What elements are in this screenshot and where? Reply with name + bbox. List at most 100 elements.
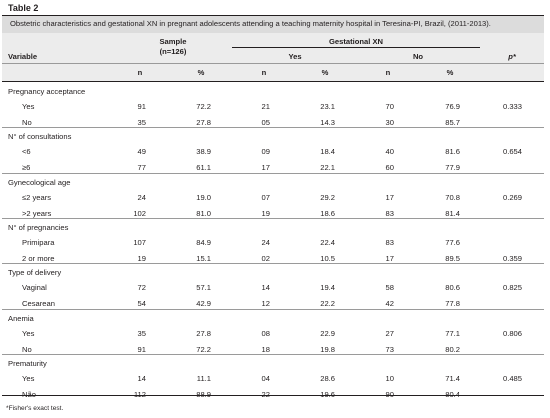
row-label: Yes	[22, 328, 35, 338]
cell-yes-n: 09	[261, 147, 270, 157]
section-title: Pregnancy acceptance	[8, 87, 86, 96]
cell-yes-n: 22	[261, 389, 270, 399]
cell-sample-n: 77	[137, 163, 146, 173]
cell-sample-n: 91	[137, 102, 146, 111]
row-label: Vaginal	[22, 283, 47, 293]
cell-yes-pct: 19.4	[320, 283, 335, 293]
section-title: N° of pregnancies	[8, 222, 69, 232]
cell-yes-pct: 22.1	[320, 163, 335, 173]
cell-yes-pct: 28.6	[320, 373, 335, 383]
section-title: Anemia	[8, 313, 34, 323]
row-label: No	[22, 344, 32, 354]
cell-yes-pct: 18.4	[320, 147, 335, 157]
cell-yes-n: 14	[261, 283, 270, 293]
cell-no-n: 83	[385, 208, 394, 218]
cell-yes-n: 21	[261, 102, 270, 111]
cell-no-pct: 77.6	[445, 237, 460, 247]
cell-sample-pct: 42.9	[196, 299, 211, 309]
cell-yes-n: 02	[261, 253, 270, 263]
cell-no-n: 27	[385, 328, 394, 338]
cell-yes-n: 07	[261, 192, 270, 202]
section-divider	[2, 308, 544, 310]
cell-no-pct: 77.8	[445, 299, 460, 309]
cell-yes-pct: 23.1	[320, 102, 335, 111]
cell-yes-n: 12	[261, 299, 270, 309]
cell-p-value: 0.359	[502, 253, 522, 263]
header-variable: Variable	[8, 52, 38, 61]
section-divider	[2, 217, 544, 219]
section-divider	[2, 263, 544, 265]
header-sample-n: (n=126)	[159, 47, 187, 56]
cell-sample-pct: 84.9	[196, 237, 211, 247]
cell-sample-n: 35	[137, 118, 146, 127]
caption-bar: Obstetric characteristics and gestationa…	[2, 15, 544, 34]
bottom-rule	[2, 395, 544, 396]
cell-sample-pct: 19.0	[196, 192, 211, 202]
row-label: ≥6	[22, 163, 31, 173]
gestational-rule	[232, 47, 480, 48]
subheader-yes-n: n	[261, 68, 267, 77]
cell-p-value: 0.825	[502, 283, 522, 293]
header-gestational: Gestational XN	[328, 37, 384, 46]
cell-sample-n: 35	[137, 328, 146, 338]
cell-no-pct: 89.5	[445, 253, 460, 263]
cell-no-pct: 70.8	[445, 192, 460, 202]
cell-no-pct: 85.7	[445, 118, 460, 127]
row-label: Yes	[22, 102, 35, 111]
section-divider	[2, 353, 544, 355]
header-p: p*	[508, 52, 516, 61]
cell-no-pct: 81.4	[445, 208, 460, 218]
cell-yes-n: 05	[261, 118, 270, 127]
cell-sample-pct: 15.1	[196, 253, 211, 263]
section-title: Prematurity	[8, 358, 47, 368]
cell-yes-n: 18	[261, 344, 270, 354]
cell-no-pct: 80.2	[445, 344, 460, 354]
row-label: >2 years	[22, 208, 52, 218]
cell-sample-pct: 27.8	[196, 118, 211, 127]
cell-sample-pct: 61.1	[196, 163, 211, 173]
cell-yes-pct: 22.9	[320, 328, 335, 338]
cell-no-n: 10	[385, 373, 394, 383]
cell-no-pct: 71.4	[445, 373, 460, 383]
row-label: <6	[22, 147, 31, 157]
cell-no-n: 70	[385, 102, 394, 111]
cell-yes-pct: 18.6	[320, 208, 335, 218]
cell-p-value: 0.333	[502, 102, 522, 111]
cell-yes-n: 17	[261, 163, 270, 173]
cell-no-n: 90	[385, 389, 394, 399]
cell-yes-n: 24	[261, 237, 270, 247]
subheader-no-pct: %	[446, 68, 454, 77]
cell-no-n: 30	[385, 118, 394, 127]
cell-yes-n: 19	[261, 208, 270, 218]
cell-no-n: 60	[385, 163, 394, 173]
table-label: Table 2	[8, 3, 39, 13]
subheader-yes-pct: %	[321, 68, 329, 77]
cell-yes-n: 04	[261, 373, 270, 383]
cell-yes-n: 08	[261, 328, 270, 338]
cell-sample-pct: 72.2	[196, 102, 211, 111]
cell-yes-pct: 19.6	[320, 389, 335, 399]
row-label: Não	[22, 389, 36, 399]
table-header	[2, 33, 544, 82]
header-yes: Yes	[288, 52, 302, 61]
row-label: No	[22, 118, 32, 127]
header-sample: Sample	[159, 37, 187, 46]
cell-sample-pct: 72.2	[196, 344, 211, 354]
cell-no-n: 42	[385, 299, 394, 309]
cell-no-n: 17	[385, 253, 394, 263]
row-label: Cesarean	[22, 299, 55, 309]
cell-sample-n: 24	[137, 192, 146, 202]
row-label: Yes	[22, 373, 35, 383]
cell-no-n: 58	[385, 283, 394, 293]
cell-no-n: 73	[385, 344, 394, 354]
subheader-sample-n: n	[137, 68, 143, 77]
cell-sample-n: 19	[137, 253, 146, 263]
cell-sample-pct: 57.1	[196, 283, 211, 293]
table-caption: Obstetric characteristics and gestationa…	[10, 19, 491, 28]
cell-yes-pct: 29.2	[320, 192, 335, 202]
cell-yes-pct: 22.2	[320, 299, 335, 309]
cell-sample-pct: 38.9	[196, 147, 211, 157]
cell-no-pct: 80.4	[445, 389, 460, 399]
cell-sample-n: 72	[137, 283, 146, 293]
cell-sample-n: 14	[137, 373, 146, 383]
